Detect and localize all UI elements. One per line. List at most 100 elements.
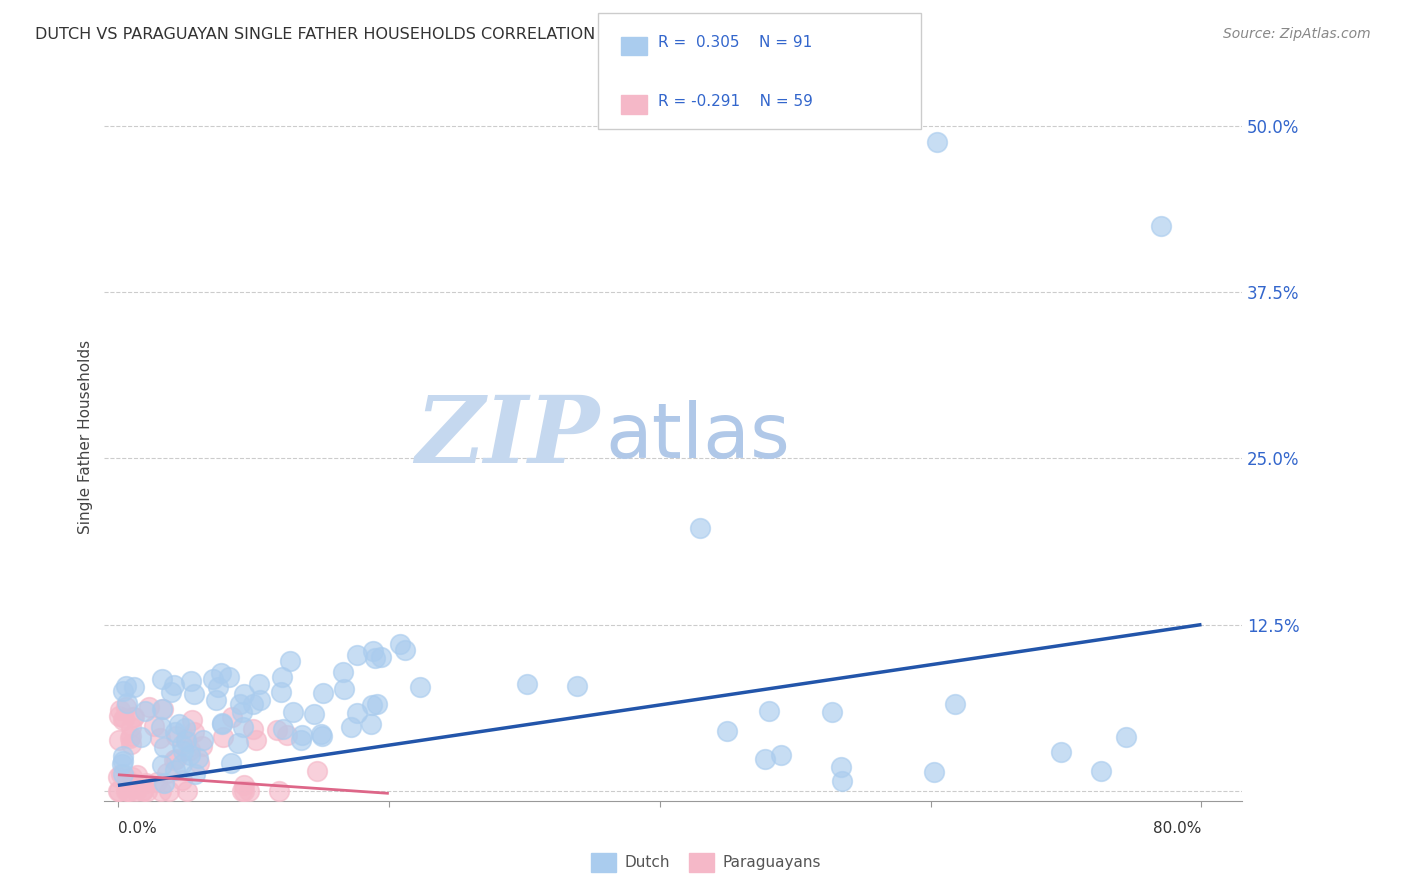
Point [121, 709, 143, 723]
Point [150, 783, 173, 797]
Point [219, 756, 242, 770]
Point [202, 672, 225, 686]
Point [162, 753, 184, 767]
Point [115, 697, 138, 711]
Point [114, 680, 136, 694]
Point [107, 770, 129, 784]
Point [153, 776, 176, 790]
Point [238, 783, 260, 797]
Point [110, 766, 132, 780]
Point [112, 684, 135, 698]
Point [346, 648, 368, 663]
Point [716, 723, 738, 738]
Point [360, 717, 382, 731]
Text: DUTCH VS PARAGUAYAN SINGLE FATHER HOUSEHOLDS CORRELATION CHART: DUTCH VS PARAGUAYAN SINGLE FATHER HOUSEH… [35, 27, 655, 42]
Point [830, 760, 852, 774]
Point [150, 720, 173, 734]
Point [226, 736, 249, 750]
Point [831, 774, 853, 789]
Point [516, 677, 538, 691]
Point [143, 719, 166, 733]
Point [305, 764, 328, 778]
Point [1090, 764, 1112, 779]
Point [170, 772, 193, 787]
Point [361, 643, 384, 657]
Point [163, 678, 186, 692]
Point [124, 777, 146, 791]
Point [176, 783, 198, 797]
Point [1049, 745, 1071, 759]
Point [170, 738, 193, 752]
Point [134, 704, 156, 718]
Point [193, 732, 215, 747]
Point [180, 674, 202, 689]
Point [270, 685, 292, 699]
Point [340, 720, 363, 734]
Point [242, 698, 264, 712]
Point [108, 703, 131, 717]
Point [231, 705, 253, 719]
Point [111, 713, 134, 727]
Point [232, 687, 254, 701]
Point [157, 783, 180, 797]
Point [117, 783, 139, 797]
Text: Source: ZipAtlas.com: Source: ZipAtlas.com [1223, 27, 1371, 41]
Point [304, 706, 326, 721]
Point [107, 732, 129, 747]
Point [112, 711, 135, 725]
Point [232, 783, 254, 797]
Point [247, 677, 270, 691]
Y-axis label: Single Father Households: Single Father Households [79, 340, 93, 534]
Point [271, 722, 294, 736]
Point [163, 725, 186, 739]
Point [184, 767, 207, 781]
Point [271, 670, 294, 684]
Point [183, 725, 205, 739]
Text: R = -0.291    N = 59: R = -0.291 N = 59 [658, 95, 813, 109]
Point [281, 705, 304, 719]
Point [146, 774, 169, 789]
Point [754, 751, 776, 765]
Point [150, 672, 173, 686]
Point [312, 686, 335, 700]
Point [211, 717, 233, 731]
Point [291, 728, 314, 742]
Point [769, 747, 792, 762]
Point [138, 700, 160, 714]
Point [135, 783, 157, 797]
Point [167, 717, 190, 731]
Point [114, 783, 136, 797]
Point [120, 730, 142, 744]
Point [333, 681, 356, 696]
Text: 0.0%: 0.0% [118, 822, 156, 837]
Point [174, 731, 197, 746]
Point [212, 730, 235, 744]
Point [112, 767, 135, 781]
Point [160, 684, 183, 698]
Point [132, 783, 155, 797]
Point [149, 731, 172, 745]
Point [174, 733, 197, 747]
Point [211, 716, 233, 731]
Text: 80.0%: 80.0% [1153, 822, 1202, 837]
Point [122, 709, 145, 723]
Point [565, 679, 588, 693]
Point [209, 666, 232, 681]
Point [183, 687, 205, 701]
Point [278, 654, 301, 668]
Point [112, 754, 135, 768]
Point [163, 764, 186, 778]
Point [332, 665, 354, 680]
Point [361, 698, 384, 712]
Point [172, 744, 194, 758]
Point [187, 751, 209, 765]
Text: Dutch: Dutch [624, 855, 669, 870]
Point [179, 747, 201, 762]
Point [290, 732, 312, 747]
Point [107, 783, 129, 797]
Point [207, 681, 229, 695]
Point [187, 756, 209, 770]
Point [311, 729, 333, 743]
Point [125, 783, 148, 797]
Point [174, 721, 197, 735]
